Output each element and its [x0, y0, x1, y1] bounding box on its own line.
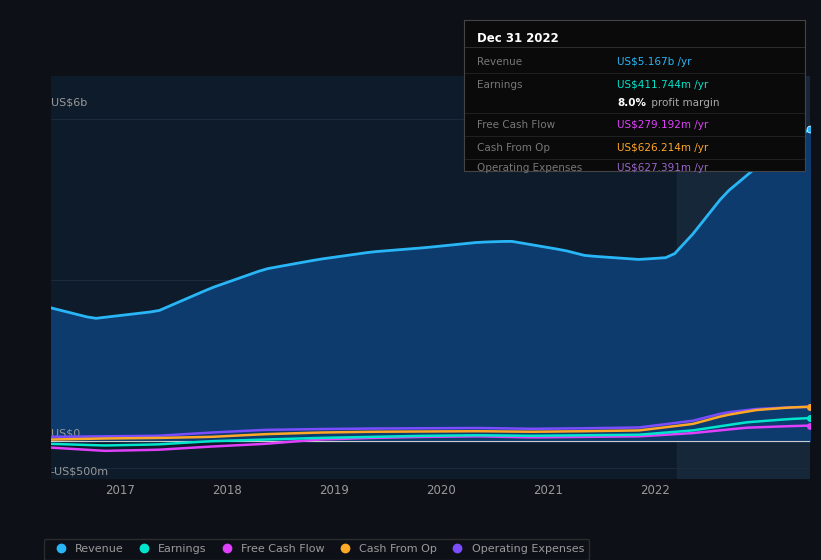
Text: Dec 31 2022: Dec 31 2022	[478, 32, 559, 45]
Text: US$0: US$0	[51, 428, 80, 438]
Text: US$6b: US$6b	[51, 98, 87, 108]
Text: US$627.391m /yr: US$627.391m /yr	[617, 163, 709, 173]
Text: -US$500m: -US$500m	[51, 466, 109, 476]
Text: profit margin: profit margin	[648, 98, 719, 108]
Text: Cash From Op: Cash From Op	[478, 143, 551, 153]
Text: Earnings: Earnings	[478, 80, 523, 90]
Legend: Revenue, Earnings, Free Cash Flow, Cash From Op, Operating Expenses: Revenue, Earnings, Free Cash Flow, Cash …	[44, 539, 589, 560]
Text: US$626.214m /yr: US$626.214m /yr	[617, 143, 709, 153]
Text: US$279.192m /yr: US$279.192m /yr	[617, 120, 709, 130]
Text: Free Cash Flow: Free Cash Flow	[478, 120, 556, 130]
Text: Revenue: Revenue	[478, 57, 523, 67]
Text: Operating Expenses: Operating Expenses	[478, 163, 583, 173]
Text: 8.0%: 8.0%	[617, 98, 646, 108]
Text: US$411.744m /yr: US$411.744m /yr	[617, 80, 709, 90]
Bar	[677, 76, 821, 479]
Text: US$5.167b /yr: US$5.167b /yr	[617, 57, 691, 67]
